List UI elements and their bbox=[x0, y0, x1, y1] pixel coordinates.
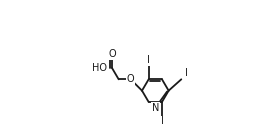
Text: I: I bbox=[185, 68, 188, 78]
Text: I: I bbox=[147, 55, 150, 65]
Text: HO: HO bbox=[92, 63, 107, 73]
Text: O: O bbox=[108, 49, 116, 59]
Text: O: O bbox=[127, 74, 134, 84]
Text: I: I bbox=[161, 116, 163, 126]
Text: N: N bbox=[152, 103, 159, 113]
